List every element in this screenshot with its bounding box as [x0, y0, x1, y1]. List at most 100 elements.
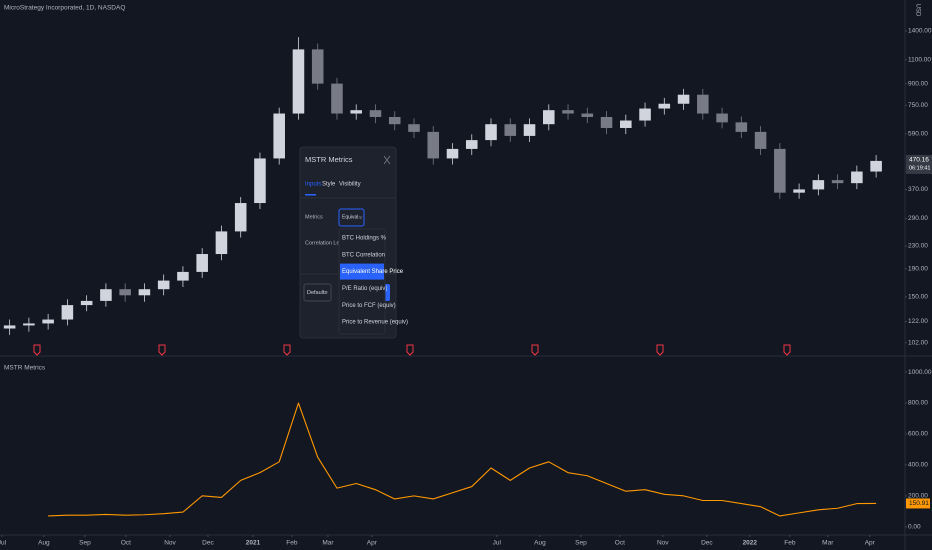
candle-body: [600, 116, 613, 128]
candle-body: [234, 203, 247, 232]
x-tick-label: 2022: [743, 540, 758, 547]
candle-body: [177, 271, 189, 281]
candle-body: [581, 113, 594, 117]
candle-body: [254, 158, 266, 204]
candle-body: [446, 148, 459, 159]
y-tick-label: 370.00: [908, 186, 928, 193]
x-tick-label: Mar: [322, 540, 334, 547]
x-tick-label: Apr: [367, 540, 378, 547]
x-tick-label: Nov: [657, 540, 669, 547]
candle-body: [273, 113, 285, 159]
candle-body: [735, 122, 748, 132]
candle-body: [485, 124, 497, 141]
y-tick-label: 590.00: [908, 131, 928, 138]
dropdown-option[interactable]: BTC Holdings %: [342, 236, 387, 242]
candle-body: [100, 289, 112, 301]
metric-line: [48, 402, 877, 517]
y-tick-label: 200.00: [908, 493, 928, 500]
earnings-icon: [283, 344, 291, 356]
candle-body: [292, 49, 305, 114]
candle-body: [523, 124, 536, 136]
y-tick-label: 1100.00: [908, 56, 931, 63]
field-label: Metrics: [305, 214, 323, 220]
defaults-button[interactable]: [303, 283, 332, 302]
candle-body: [465, 140, 478, 149]
candle-body: [427, 131, 440, 159]
dropdown-option[interactable]: Price to FCF (equiv): [342, 303, 396, 309]
y-tick-label: 400.00: [908, 462, 928, 469]
candle-body: [851, 171, 863, 184]
tab[interactable]: Inputs: [305, 182, 321, 188]
candle-body: [369, 110, 382, 117]
last-price: 470.16: [909, 157, 929, 164]
x-tick-label: Aug: [534, 540, 546, 547]
tab[interactable]: Style: [322, 182, 336, 188]
candle-body: [658, 103, 671, 109]
select-value: Equival...: [342, 214, 363, 220]
settings-dialog: MSTR Metrics Inputs Style Visibility Met…: [299, 146, 408, 339]
y-tick-label: 122.00: [908, 318, 928, 325]
y-tick-label: 800.00: [908, 400, 928, 407]
earnings-icon: [531, 344, 539, 356]
candle-body: [504, 124, 517, 136]
candle-body: [543, 110, 555, 125]
x-tick-label: Feb: [286, 540, 298, 547]
x-tick-label: Aug: [38, 540, 50, 547]
x-tick-label: Oct: [615, 540, 625, 547]
candle-body: [138, 289, 151, 296]
plots: [3, 37, 882, 517]
candle-body: [119, 289, 131, 296]
dropdown-option[interactable]: BTC Correlation: [342, 252, 385, 258]
candle-body: [697, 94, 709, 114]
y-tick-label: 600.00: [908, 431, 928, 438]
candle-body: [350, 110, 362, 114]
candle-body: [831, 180, 844, 184]
dialog-title: MSTR Metrics: [305, 155, 353, 164]
y-tick-label: 230.00: [908, 243, 928, 250]
candle-body: [196, 254, 208, 272]
y-tick-label: 150.00: [908, 294, 928, 301]
x-tick-label: Apr: [865, 540, 876, 547]
candle-body: [562, 110, 574, 114]
option-highlight: [340, 263, 384, 280]
pane-title: MSTR Metrics: [4, 365, 46, 372]
candle-body: [639, 108, 651, 121]
x-tick-label: Oct: [121, 540, 131, 547]
last-price-tag: [906, 154, 932, 174]
x-tick-label: Nov: [164, 540, 176, 547]
earnings-icon: [656, 344, 664, 356]
earnings-icon: [33, 344, 41, 356]
candle-body: [774, 148, 786, 193]
y-tick-label: 900.00: [908, 80, 928, 87]
x-tick-label: Feb: [784, 540, 796, 547]
y-tick-label: 190.00: [908, 265, 928, 272]
candle-body: [215, 231, 228, 255]
candle-body: [812, 180, 825, 190]
chevron: [324, 291, 329, 294]
dropdown-options: BTC Holdings % BTC Correlation Equivalent …: [340, 236, 408, 326]
y-tick-label: 290.00: [908, 215, 928, 222]
x-tick-label: Sep: [79, 540, 91, 547]
dropdown-list: [338, 228, 386, 335]
candle-body: [754, 131, 767, 149]
button-label: Defaults: [307, 290, 327, 296]
y-tick-label: 750.00: [908, 102, 928, 109]
candle-body: [716, 113, 728, 123]
candle-body: [870, 160, 882, 172]
x-tick-label: Sep: [575, 540, 587, 547]
countdown: 06:19:41: [909, 165, 930, 171]
dropdown-option[interactable]: P/E Ratio (equiv): [342, 286, 387, 292]
earnings-markers: [33, 344, 791, 356]
last-value: 150.91: [909, 500, 929, 507]
candle-body: [311, 49, 324, 84]
dropdown-option[interactable]: Price to Revenue (equiv): [342, 320, 408, 326]
tab[interactable]: Visibility: [339, 182, 361, 188]
candle-body: [61, 305, 74, 320]
dropdown-option[interactable]: Equivalent Share Price: [342, 269, 404, 275]
earnings-icon: [783, 344, 791, 356]
x-tick-label: Dec: [202, 540, 214, 547]
metrics-select[interactable]: [338, 208, 365, 227]
close-button[interactable]: [383, 155, 391, 165]
last-value-tag: [906, 498, 930, 509]
